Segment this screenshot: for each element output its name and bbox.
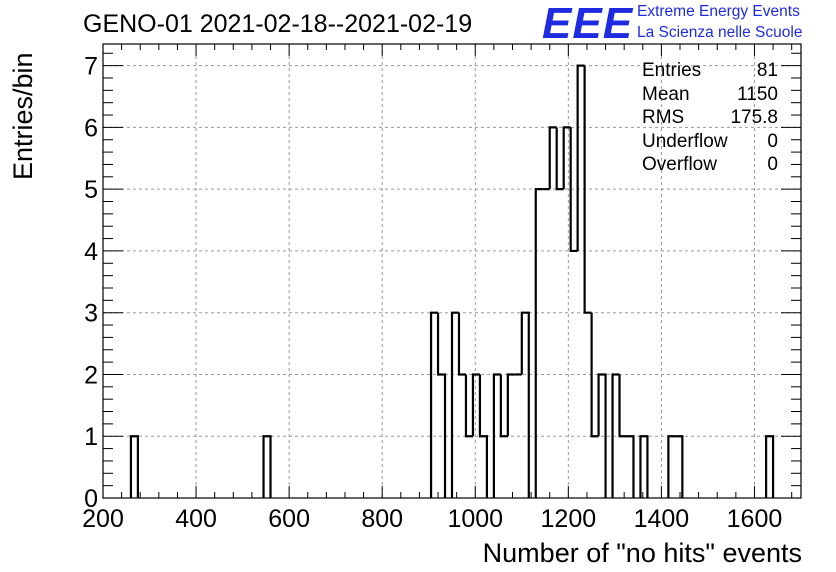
histogram-bin <box>675 435 684 498</box>
histogram-bin <box>765 435 775 498</box>
stats-value: 81 <box>756 60 778 81</box>
stats-row-entries: Entries 81 <box>642 59 778 83</box>
logo-line-2: La Scienza nelle Scuole <box>637 24 803 41</box>
stats-label: RMS <box>642 107 685 129</box>
histogram-bin <box>464 374 473 438</box>
histogram-bin <box>667 435 676 498</box>
x-tick-label: 1600 <box>727 505 783 533</box>
y-tick-label: 7 <box>84 53 98 81</box>
histogram-bin <box>626 435 635 498</box>
stats-row-rms: RMS 175.8 <box>642 106 778 130</box>
histogram-bin <box>569 127 578 253</box>
y-tick-label: 5 <box>84 176 98 204</box>
stats-row-mean: Mean 1150 <box>642 83 778 107</box>
histogram-bin <box>457 312 466 376</box>
y-tick-label: 4 <box>84 238 98 266</box>
stats-box: Entries 81 Mean 1150 RMS 175.8 Underflow… <box>642 59 778 177</box>
x-tick-label: 600 <box>268 505 310 533</box>
histogram-bin <box>618 374 627 438</box>
x-tick-label: 800 <box>361 505 403 533</box>
x-tick-label: 200 <box>82 505 124 533</box>
histogram-bin <box>597 373 607 498</box>
plot-frame <box>102 43 802 499</box>
stats-value: 175.8 <box>730 107 778 129</box>
histogram-bin <box>611 373 620 498</box>
tick-labels: 200 400 600 800 1000 1200 1400 1600 0 1 2 3 4 5 6 7 <box>82 53 782 533</box>
logo-line-1: Extreme Energy Events <box>637 3 800 20</box>
histogram-bin <box>555 127 564 191</box>
stats-row-overflow: Overflow 0 <box>642 153 778 177</box>
histogram-bin <box>534 188 543 498</box>
histogram-bin <box>639 435 649 498</box>
stats-value: 0 <box>767 154 778 176</box>
histogram-bin <box>548 126 557 190</box>
histogram-bin <box>520 311 530 498</box>
stats-label: Entries <box>642 60 702 81</box>
stats-row-underflow: Underflow 0 <box>642 130 778 154</box>
stats-value: 0 <box>767 130 778 152</box>
histogram-bin <box>478 374 488 498</box>
eee-logo-mark: EEE <box>542 0 634 48</box>
y-tick-label: 6 <box>84 114 98 142</box>
histogram-bin <box>562 126 571 190</box>
axis-ticks <box>102 44 801 499</box>
stats-label: Underflow <box>642 130 728 152</box>
y-tick-label: 3 <box>84 300 98 328</box>
histogram-bin <box>499 374 508 438</box>
y-tick-label: 2 <box>84 361 98 389</box>
x-tick-label: 1000 <box>447 505 503 533</box>
histogram-bin <box>436 312 447 498</box>
histogram-bin <box>262 435 272 498</box>
histogram-bin <box>576 64 585 251</box>
stats-value: 1150 <box>737 83 778 105</box>
x-axis-label: Number of "no hits" events <box>482 538 802 568</box>
x-tick-label: 400 <box>175 505 217 533</box>
y-tick-label: 1 <box>84 423 98 451</box>
histogram-bars <box>129 64 775 498</box>
histogram-bin <box>590 312 599 438</box>
histogram-bin <box>450 311 459 498</box>
histogram-bin <box>506 373 515 437</box>
y-axis-label: Entries/bin <box>8 52 38 180</box>
x-tick-label: 1200 <box>541 505 597 533</box>
histogram-bin <box>429 311 439 498</box>
histogram-bin <box>129 435 139 498</box>
histogram-bin <box>583 65 592 314</box>
stats-label: Mean <box>642 83 690 105</box>
histogram-bin <box>471 373 480 437</box>
y-tick-label: 0 <box>84 485 98 513</box>
x-tick-label: 1400 <box>634 505 690 533</box>
stats-label: Overflow <box>642 154 717 176</box>
chart-title: GENO-01 2021-02-18--2021-02-19 <box>83 10 473 38</box>
histogram-bin <box>492 373 501 498</box>
